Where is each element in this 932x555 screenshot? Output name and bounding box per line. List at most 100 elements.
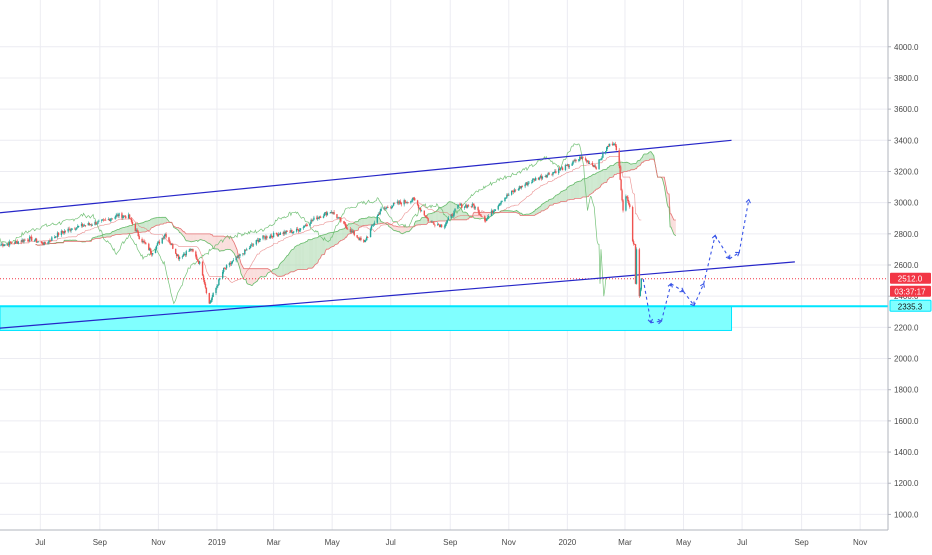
candle-body xyxy=(421,211,422,212)
candle-body xyxy=(622,200,623,210)
candle-body xyxy=(320,217,321,218)
candle-body xyxy=(125,216,126,218)
projection-segment xyxy=(684,292,695,306)
candle-body xyxy=(615,144,616,146)
cloud-segment xyxy=(304,242,305,269)
candle-body xyxy=(475,207,476,208)
candle-body xyxy=(473,204,474,206)
cloud-segment xyxy=(378,218,379,224)
cloud-segment xyxy=(295,245,298,271)
cloud-segment xyxy=(434,212,435,222)
candle-body xyxy=(606,147,607,151)
candle-body xyxy=(188,251,189,252)
cloud-segment xyxy=(587,178,588,197)
candle-body xyxy=(137,230,138,231)
cloud-segment xyxy=(433,213,434,222)
cloud-segment xyxy=(164,217,165,223)
cloud-segment xyxy=(440,208,441,222)
candle-body xyxy=(371,226,372,229)
cloud-segment xyxy=(577,181,580,198)
candle-body xyxy=(639,249,640,296)
cloud-segment xyxy=(253,269,254,284)
candle-body xyxy=(212,293,213,297)
support-price-label: 2335.3 xyxy=(898,302,923,311)
candle-body xyxy=(202,262,203,276)
candle-body xyxy=(105,220,106,221)
candle-body xyxy=(385,208,386,209)
candle-body xyxy=(259,239,260,240)
candles xyxy=(0,142,642,304)
candle-body xyxy=(10,242,11,243)
candle-body xyxy=(522,186,523,187)
candle-body xyxy=(219,278,220,279)
candle-body xyxy=(112,219,113,220)
cloud-segment xyxy=(157,218,158,226)
candle-body xyxy=(345,224,346,227)
candle-body xyxy=(595,167,596,169)
candle-body xyxy=(132,222,133,224)
cloud-segment xyxy=(293,249,294,272)
cloud-segment xyxy=(124,227,125,234)
candle-body xyxy=(547,175,548,177)
y-tick-label: 2800.0 xyxy=(894,230,919,239)
cloud-segment xyxy=(126,227,127,234)
cloud-segment xyxy=(602,170,603,184)
cloud-segment xyxy=(445,205,446,221)
cloud-segment xyxy=(564,190,567,202)
cloud-segment xyxy=(160,217,163,224)
candle-body xyxy=(215,288,216,293)
candle-body xyxy=(420,208,421,211)
candle-body xyxy=(150,249,151,253)
candle-body xyxy=(377,216,378,223)
cloud-segment xyxy=(125,227,126,234)
candle-body xyxy=(65,231,66,232)
candle-body xyxy=(400,201,401,203)
cloud-segment xyxy=(561,191,562,201)
cloud-segment xyxy=(580,181,581,198)
cloud-segment xyxy=(301,243,304,270)
cloud-segment xyxy=(207,234,210,244)
x-tick-label: Mar xyxy=(618,538,632,547)
y-tick-label: 3200.0 xyxy=(894,167,919,176)
cloud-segment xyxy=(260,269,261,277)
cloud-segment xyxy=(204,234,205,241)
cloud-segment xyxy=(331,232,332,247)
candle-body xyxy=(480,214,481,216)
candle-body xyxy=(196,257,197,260)
candle-body xyxy=(217,285,218,286)
cloud-segment xyxy=(581,180,582,198)
candle-body xyxy=(249,248,250,249)
candle-body xyxy=(365,240,366,241)
candle-body xyxy=(159,242,160,244)
cloud-segment xyxy=(146,221,147,232)
cloud-segment xyxy=(568,186,569,200)
projection-segment xyxy=(704,235,716,283)
cloud-segment xyxy=(628,163,629,171)
x-tick-label: Jul xyxy=(737,538,747,547)
cloud-segment xyxy=(573,184,574,199)
candle-body xyxy=(211,297,212,300)
cloud-segment xyxy=(280,262,281,276)
candle-body xyxy=(625,196,626,210)
cloud-segment xyxy=(320,236,321,259)
candle-body xyxy=(179,257,180,259)
candle-body xyxy=(293,232,294,233)
projection xyxy=(643,200,750,324)
candle-body xyxy=(628,201,629,204)
cloud-segment xyxy=(312,239,313,269)
ichimoku-cloud xyxy=(0,144,676,304)
candle-body xyxy=(266,236,267,238)
candle-body xyxy=(51,237,52,240)
candle-body xyxy=(246,249,247,250)
candle-body xyxy=(333,212,334,214)
candle-body xyxy=(441,225,442,228)
cloud-segment xyxy=(258,269,259,280)
candle-body xyxy=(477,207,478,210)
cloud-segment xyxy=(562,191,563,201)
candle-body xyxy=(481,216,482,217)
cloud-segment xyxy=(230,237,231,251)
projection-segment xyxy=(694,284,704,306)
y-tick-label: 2600.0 xyxy=(894,261,919,270)
